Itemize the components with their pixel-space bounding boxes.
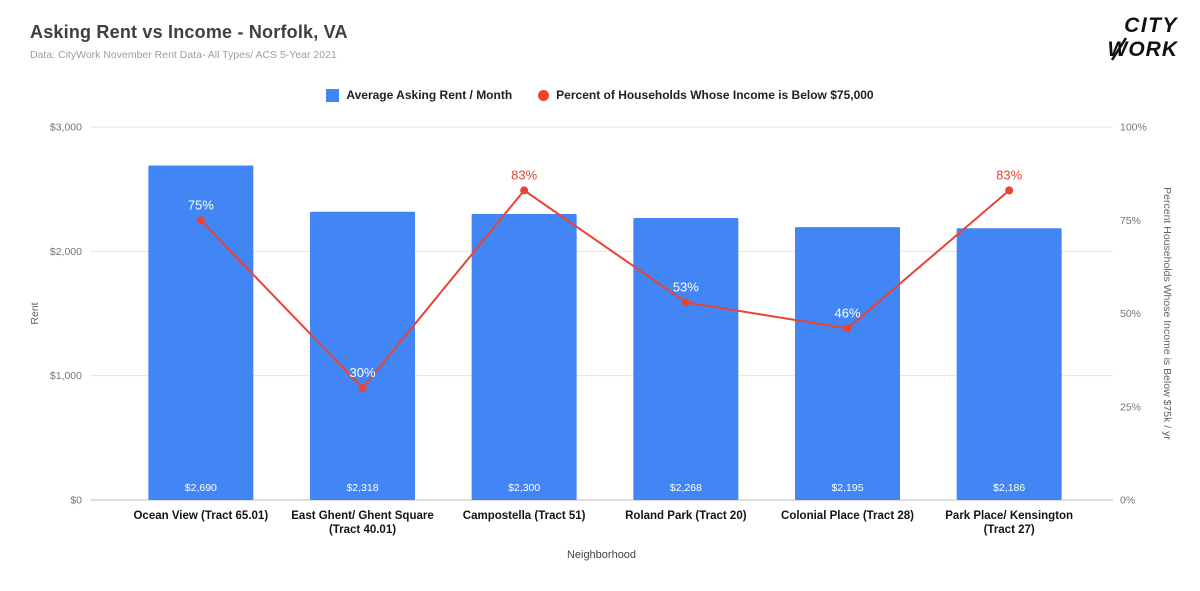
category-label: Ocean View (Tract 65.01)	[133, 510, 268, 522]
percent-value-label: 46%	[834, 305, 860, 320]
legend-item-rent: Average Asking Rent / Month	[326, 88, 512, 102]
right-axis-tick-label: 75%	[1120, 215, 1141, 227]
chart-legend: Average Asking Rent / Month Percent of H…	[0, 88, 1200, 102]
category-label: Roland Park (Tract 20)	[625, 510, 747, 522]
bar-value-label: $2,300	[508, 482, 540, 494]
percent-value-label: 83%	[511, 167, 537, 182]
percent-point	[196, 216, 205, 225]
rent-bar	[310, 211, 415, 500]
percent-point	[843, 324, 852, 333]
x-axis-title: Neighborhood	[567, 549, 636, 561]
chart-title: Asking Rent vs Income - Norfolk, VA	[30, 22, 348, 42]
category-label: Park Place/ Kensington (Tract 27)	[945, 510, 1073, 536]
percent-line	[200, 189, 1010, 390]
legend-label-percent: Percent of Households Whose Income is Be…	[556, 88, 874, 102]
category-label: Campostella (Tract 51)	[463, 510, 586, 522]
percent-value-label: 75%	[188, 197, 214, 212]
rent-series-swatch-icon	[326, 88, 340, 102]
logo-text-work: WORK	[1108, 38, 1179, 61]
bar-value-label: $2,195	[831, 482, 863, 494]
chart-subtitle: Data: CityWork November Rent Data- All T…	[30, 49, 337, 61]
category-label: East Ghent/ Ghent Square (Tract 40.01)	[291, 510, 434, 536]
category-label: Colonial Place (Tract 28)	[781, 510, 914, 522]
rent-bar	[956, 228, 1062, 500]
right-axis-tick-label: 50%	[1120, 308, 1141, 320]
right-axis-title: Percent Households Whose Income is Below…	[1161, 187, 1173, 440]
percent-point	[358, 384, 367, 393]
percent-point	[1005, 186, 1014, 195]
percent-point	[681, 298, 690, 307]
left-axis-tick-label: $1,000	[50, 370, 82, 382]
left-axis-tick-label: $2,000	[50, 246, 82, 258]
right-axis-tick-label: 25%	[1120, 401, 1141, 413]
left-axis-title: Rent	[29, 302, 41, 324]
percent-point	[520, 186, 529, 195]
left-axis-tick-label: $0	[70, 495, 82, 507]
rent-bar	[633, 218, 739, 500]
percent-value-label: 83%	[996, 167, 1022, 182]
bar-value-label: $2,318	[346, 482, 378, 494]
right-axis-tick-label: 0%	[1120, 495, 1135, 507]
legend-item-percent: Percent of Households Whose Income is Be…	[538, 88, 874, 102]
left-axis-tick-label: $3,000	[50, 122, 82, 134]
bar-value-label: $2,268	[670, 482, 702, 494]
bar-value-label: $2,186	[993, 482, 1025, 494]
citywork-logo: CITY WORK	[1108, 14, 1179, 61]
percent-value-label: 53%	[673, 279, 699, 294]
rent-bar	[148, 165, 254, 500]
percent-series-swatch-icon	[538, 89, 550, 101]
right-axis-tick-label: 100%	[1120, 122, 1147, 134]
logo-accent-stroke	[1110, 37, 1128, 61]
percent-value-label: 30%	[349, 365, 375, 380]
rent-bar	[795, 227, 900, 501]
rent-bar	[471, 214, 577, 501]
legend-label-rent: Average Asking Rent / Month	[346, 88, 513, 102]
logo-text-city: CITY	[1124, 14, 1178, 37]
bar-value-label: $2,690	[185, 482, 217, 494]
